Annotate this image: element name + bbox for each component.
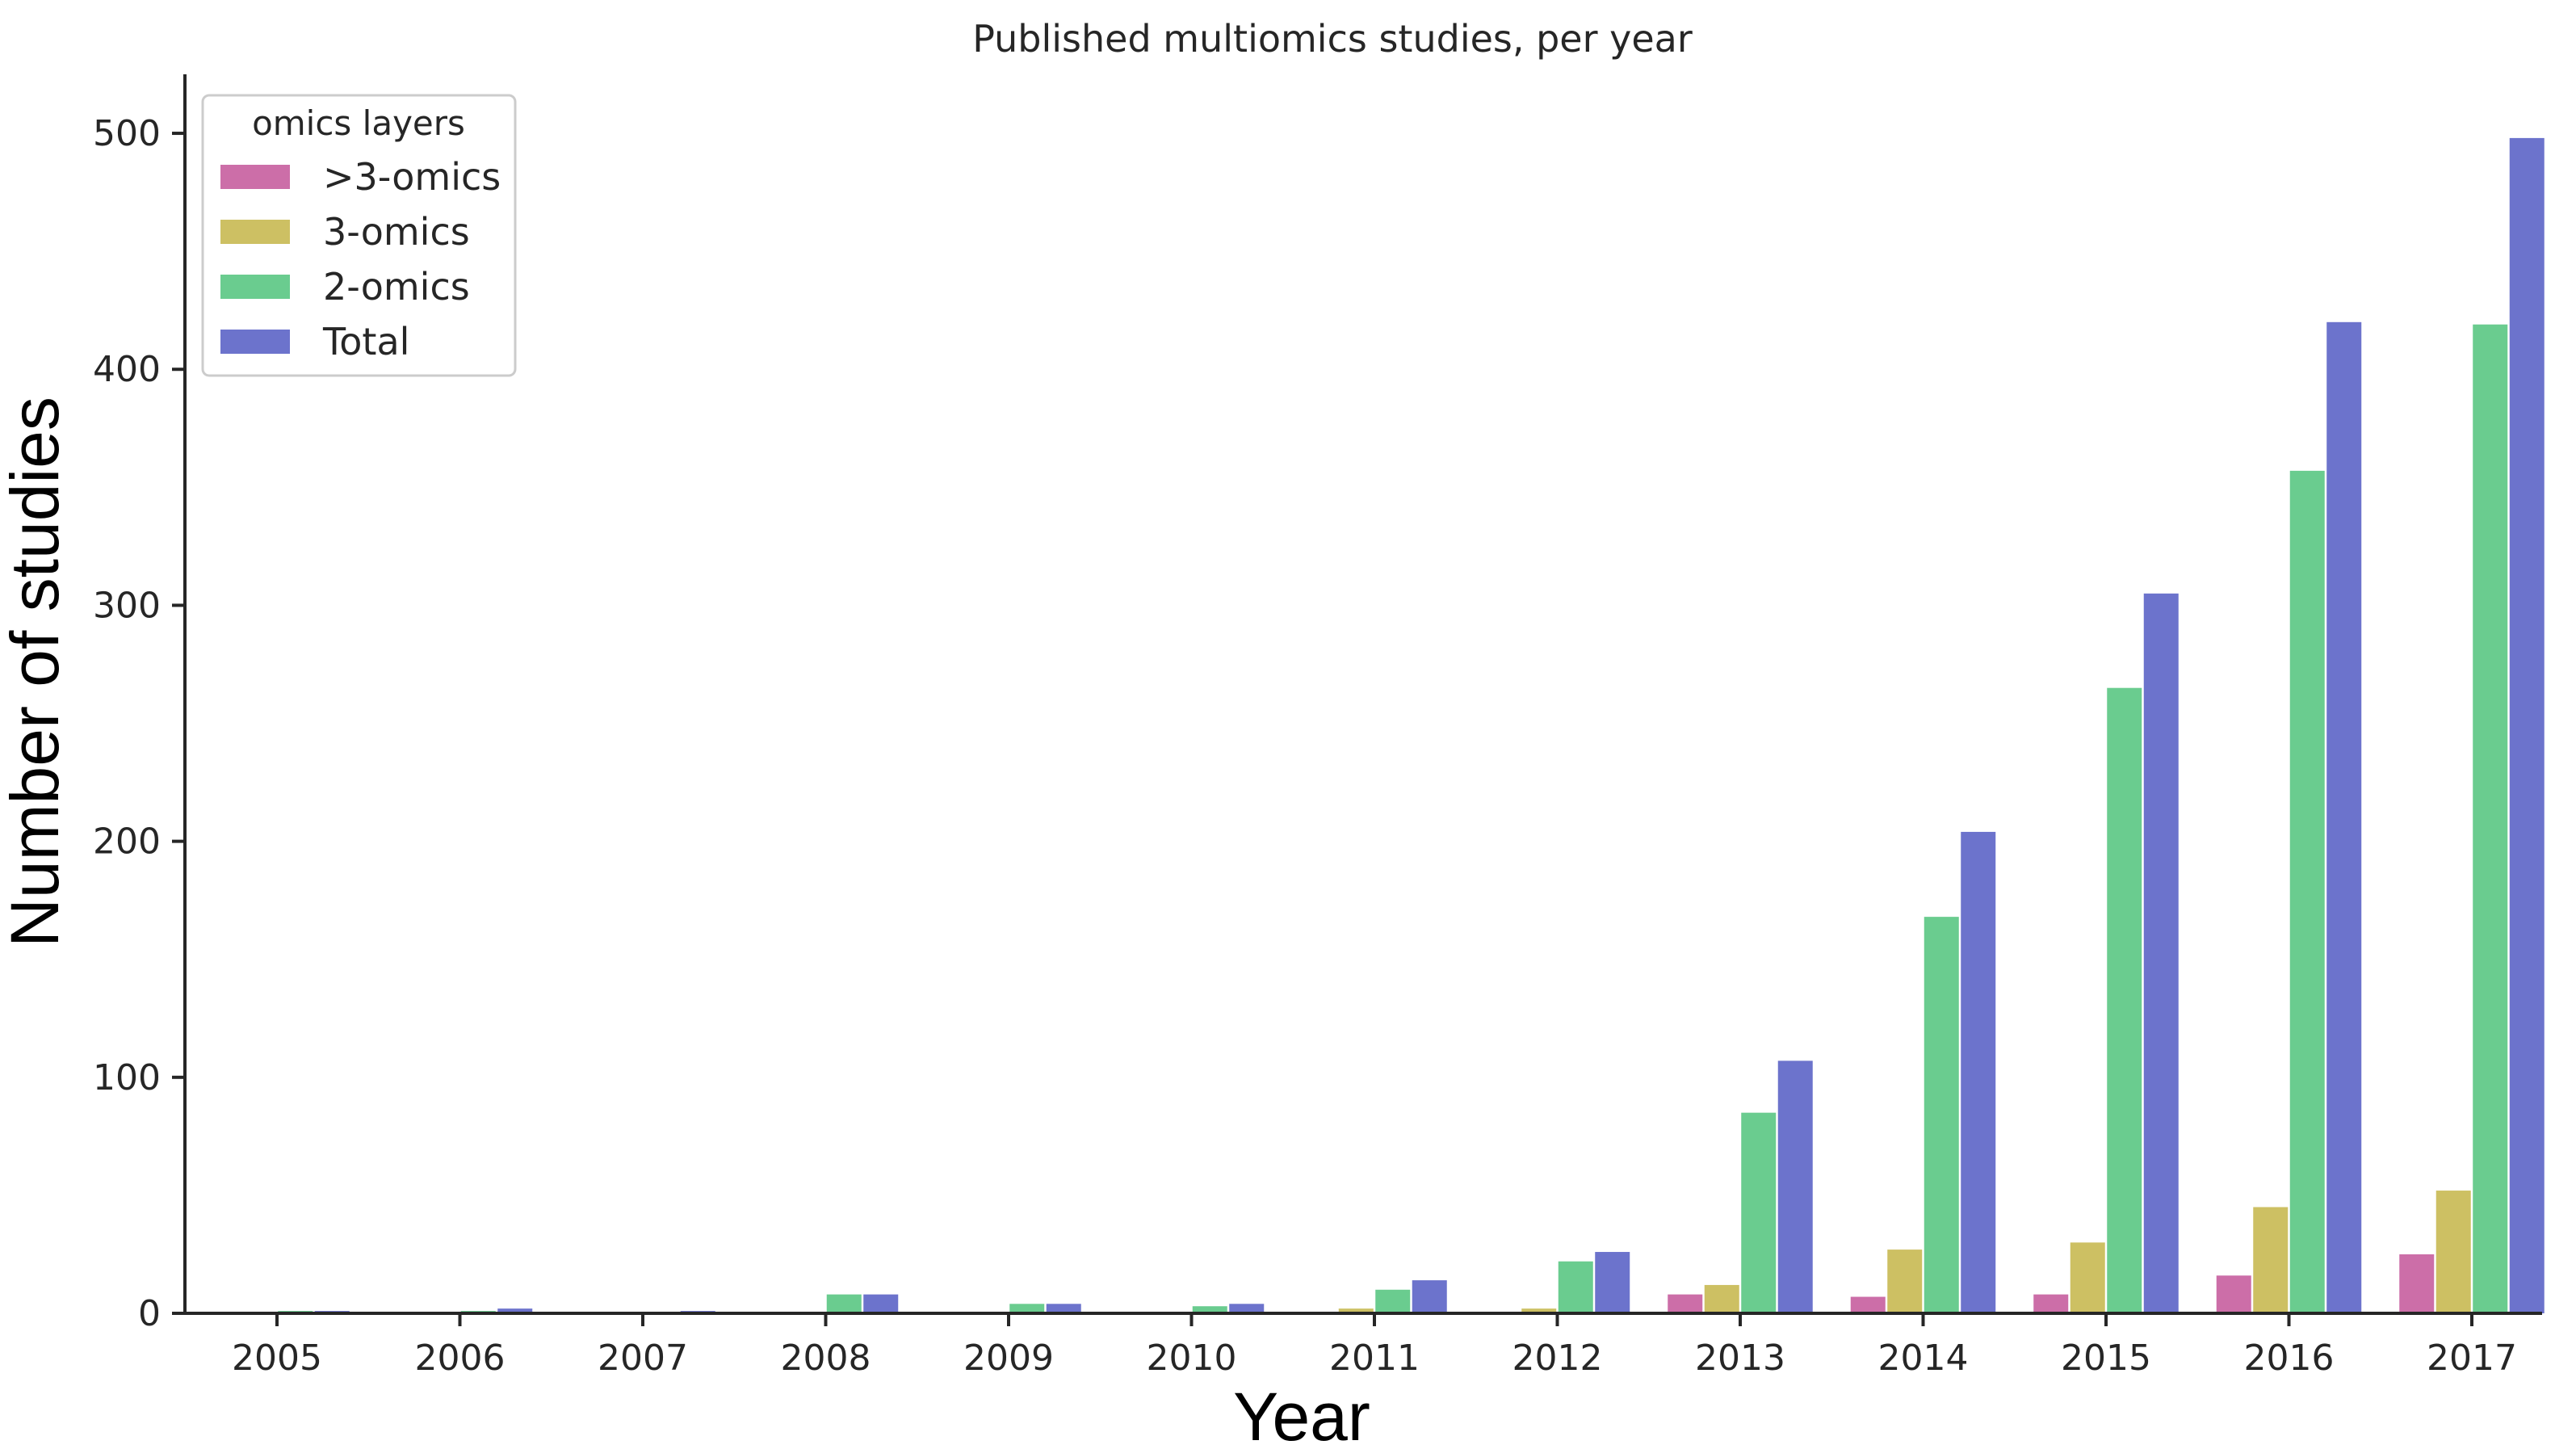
bar (2435, 1191, 2471, 1313)
bar (1961, 831, 1996, 1313)
bar (1192, 1306, 1227, 1313)
bar (1521, 1308, 1557, 1313)
bars-layer (278, 137, 2545, 1313)
x-tick-label: 2005 (232, 1338, 322, 1379)
y-tick-label: 400 (93, 349, 161, 390)
bar (2253, 1207, 2289, 1313)
legend: omics layers >3-omics 3-omics 2-omics Total (201, 94, 517, 377)
x-tick-label: 2011 (1329, 1338, 1420, 1379)
bar (826, 1294, 862, 1313)
x-tick-label: 2016 (2244, 1338, 2335, 1379)
y-tick-label: 200 (93, 821, 161, 863)
bar (1338, 1308, 1374, 1313)
bar (1887, 1250, 1923, 1313)
bar (2107, 687, 2142, 1313)
bar (1558, 1261, 1593, 1313)
bar (1009, 1304, 1045, 1313)
bar (1704, 1284, 1739, 1313)
x-tick-label: 2014 (1878, 1338, 1969, 1379)
x-tick-label: 2017 (2427, 1338, 2517, 1379)
y-tick-label: 500 (93, 113, 161, 154)
y-tick-label: 300 (93, 585, 161, 626)
y-tick-label: 0 (138, 1293, 161, 1334)
legend-label: 3-omics (323, 210, 470, 254)
bar (863, 1294, 899, 1313)
bar (1412, 1280, 1447, 1313)
bar (1375, 1289, 1411, 1313)
x-tick-label: 2008 (781, 1338, 871, 1379)
bar (2399, 1254, 2435, 1313)
x-tick-label: 2013 (1695, 1338, 1785, 1379)
bar (1046, 1304, 1081, 1313)
bar (1777, 1060, 1813, 1313)
bar (1668, 1294, 1703, 1313)
bar (1850, 1296, 1886, 1313)
bar (497, 1308, 533, 1313)
legend-label: >3-omics (323, 155, 501, 199)
bar (2143, 593, 2179, 1313)
legend-items: >3-omics 3-omics 2-omics Total (220, 155, 501, 363)
bar (2070, 1242, 2105, 1313)
x-tick-label: 2007 (598, 1338, 688, 1379)
y-axis-ticks: 0 100 200 300 400 500 (93, 113, 185, 1334)
bar (1229, 1304, 1265, 1313)
y-axis-title: Number of studies (0, 397, 73, 947)
bar (2033, 1294, 2069, 1313)
bar (2289, 470, 2325, 1313)
bar (1924, 917, 1959, 1313)
x-tick-label: 2009 (963, 1338, 1054, 1379)
legend-label: Total (322, 320, 409, 363)
bar (2326, 321, 2362, 1313)
legend-swatch (220, 330, 290, 354)
x-tick-label: 2010 (1147, 1338, 1237, 1379)
x-axis-title: Year (1233, 1379, 1370, 1449)
bar (2473, 324, 2508, 1313)
legend-label: 2-omics (323, 265, 470, 309)
x-axis-ticks: 2005 2006 2007 2008 2009 2010 2011 2012 2013 2014… (232, 1313, 2517, 1379)
bar (2509, 137, 2545, 1313)
bar (1595, 1252, 1630, 1313)
x-tick-label: 2012 (1512, 1338, 1603, 1379)
legend-title: omics layers (252, 103, 465, 143)
chart-title: Published multiomics studies, per year (972, 17, 1693, 61)
x-tick-label: 2006 (415, 1338, 506, 1379)
legend-swatch (220, 165, 290, 189)
legend-swatch (220, 275, 290, 299)
bar (1741, 1112, 1777, 1313)
legend-swatch (220, 220, 290, 244)
x-tick-label: 2015 (2061, 1338, 2151, 1379)
bar (2216, 1275, 2251, 1313)
y-tick-label: 100 (93, 1057, 161, 1098)
